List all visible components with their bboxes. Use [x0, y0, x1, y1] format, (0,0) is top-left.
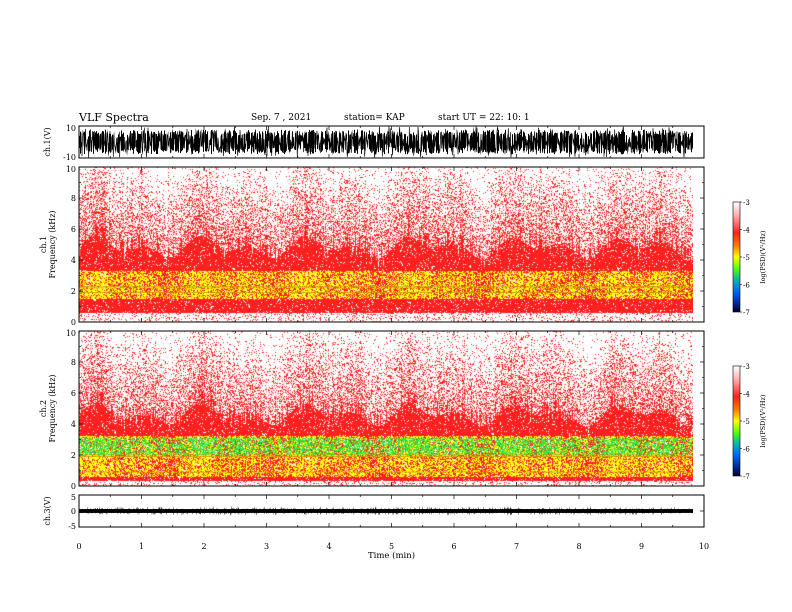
x-tick-label-1: 1 — [139, 542, 144, 551]
x-tick-label-9: 9 — [639, 542, 644, 551]
chart-marks — [79, 285, 693, 473]
ch2-spectrogram-ytick-label-4: 8 — [71, 358, 76, 367]
ch3-waveform-ytick-label-1: 0 — [71, 507, 76, 516]
ch2-spectrogram-ytick-label-1: 2 — [71, 451, 76, 460]
ch2-spectrogram-colorbar-label-0: -3 — [743, 363, 750, 371]
start-ut-label: start UT = 22: 10: 1 — [438, 113, 530, 123]
x-tick-label-10: 10 — [699, 542, 709, 551]
ch2-spectrogram-colorbar-label-3: -6 — [743, 446, 750, 454]
ch2-spectrogram-colorbar-label-4: -7 — [743, 473, 750, 481]
x-tick-label-3: 3 — [264, 542, 269, 551]
ch1-spectrogram-ytick-label-0: 0 — [71, 318, 76, 327]
ch1-waveform-ytick-label-0: 10 — [66, 124, 76, 133]
ch1-spectrogram-ytick-label-1: 2 — [71, 287, 76, 296]
ch2-spectrogram-ytick-label-5: 10 — [66, 329, 76, 338]
ch1-spectrogram-ytick-label-3: 6 — [71, 225, 76, 234]
ch1-spectrogram-colorbar-title: log(PSD)(V²/Hz) — [759, 230, 767, 283]
ch2-spectrogram-ytick-label-2: 4 — [71, 420, 76, 429]
ch1-spectrogram-colorbar-label-3: -6 — [743, 282, 750, 290]
date-label: Sep. 7 , 2021 — [251, 113, 312, 123]
ch1-waveform-trace — [79, 126, 693, 158]
ch3-waveform-ytick-label-2: -5 — [68, 522, 76, 531]
plot-title: VLF Spectra — [79, 111, 149, 124]
ch1-spectrogram-ylabel-0: ch.1 — [39, 236, 48, 253]
x-tick-label-6: 6 — [451, 542, 456, 551]
ch2-spectrogram-ylabel-1: Frequency (kHz) — [48, 374, 57, 442]
x-tick-label-5: 5 — [389, 542, 394, 551]
x-tick-label-4: 4 — [326, 542, 331, 551]
ch2-spectrogram-colorbar-label-2: -5 — [743, 418, 750, 426]
x-tick-label-7: 7 — [514, 542, 519, 551]
ch2-spectrogram-ytick-label-0: 0 — [71, 482, 76, 491]
ch3-waveform-ytick-label-0: 5 — [71, 493, 76, 502]
chart-axes: 10-10ch.1(V)-3-4-5-6-7log(PSD)(V²/Hz)024… — [39, 124, 767, 561]
ch1-spectrogram-ytick-label-2: 4 — [71, 256, 76, 265]
ch1-spectrogram-colorbar-label-2: -5 — [743, 254, 750, 262]
ch1-spectrogram-colorbar-label-1: -4 — [743, 227, 750, 235]
ch2-spectrogram-image — [79, 331, 693, 486]
x-tick-label-8: 8 — [576, 542, 581, 551]
ch1-waveform-ytick-label-1: -10 — [63, 153, 76, 162]
spectrogram-images — [79, 126, 693, 527]
station-label: station= KAP — [344, 113, 405, 123]
ch1-spectrogram-ytick-label-5: 10 — [66, 165, 76, 174]
ch1-spectrogram-colorbar-label-0: -3 — [743, 199, 750, 207]
ch2-spectrogram-colorbar — [732, 365, 741, 477]
ch1-spectrogram-colorbar — [732, 201, 741, 313]
ch2-spectrogram-colorbar-label-1: -4 — [743, 391, 750, 399]
x-tick-label-2: 2 — [201, 542, 206, 551]
ch1-waveform-ylabel-0: ch.1(V) — [43, 127, 52, 156]
x-tick-label-0: 0 — [76, 542, 81, 551]
ch2-spectrogram-ylabel-0: ch.2 — [39, 400, 48, 417]
ch1-spectrogram-ytick-label-4: 8 — [71, 194, 76, 203]
ch3-waveform-ylabel-0: ch.3(V) — [43, 496, 52, 525]
ch3-waveform-trace — [79, 495, 693, 527]
ch1-spectrogram-colorbar-label-4: -7 — [743, 309, 750, 317]
ch2-spectrogram-ytick-label-3: 6 — [71, 389, 76, 398]
ch2-spectrogram-colorbar-title: log(PSD)(V²/Hz) — [759, 394, 767, 447]
ch1-spectrogram-ylabel-1: Frequency (kHz) — [48, 210, 57, 278]
x-axis-title: Time (min) — [368, 550, 415, 561]
ch1-spectrogram-image — [79, 167, 693, 322]
